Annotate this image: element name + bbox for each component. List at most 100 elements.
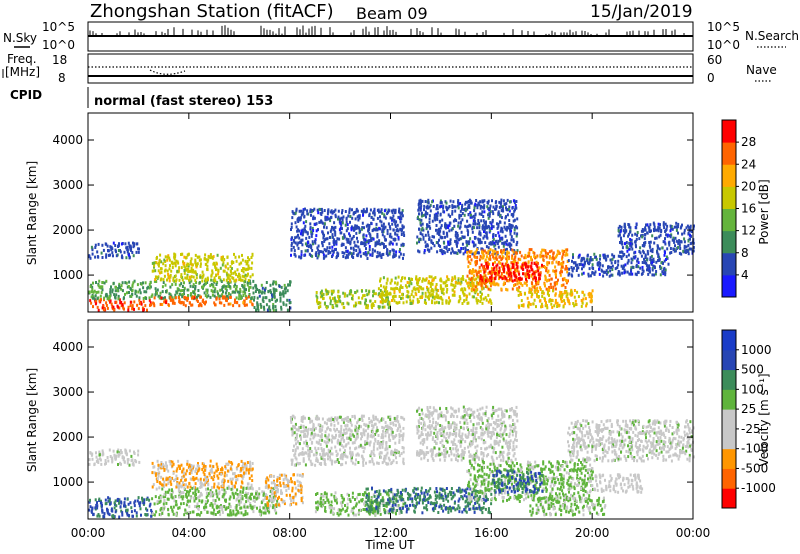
range-cell — [345, 217, 348, 221]
range-cell — [188, 463, 191, 467]
range-cell — [635, 223, 638, 227]
range-cell — [648, 241, 651, 244]
range-cell — [428, 236, 431, 240]
range-cell — [261, 290, 264, 294]
range-cell — [418, 278, 421, 282]
range-cell — [432, 205, 435, 208]
range-cell — [566, 293, 569, 297]
range-cell — [178, 300, 181, 304]
range-cell — [239, 493, 241, 497]
range-cell — [234, 491, 237, 495]
range-cell — [421, 222, 424, 226]
range-cell — [523, 262, 526, 266]
range-cell — [620, 236, 622, 240]
range-cell — [342, 242, 345, 246]
range-cell — [246, 261, 249, 265]
range-cell — [393, 287, 396, 291]
range-cell — [611, 268, 614, 271]
range-cell — [226, 513, 229, 517]
range-cell — [95, 299, 98, 303]
range-cell — [225, 462, 228, 466]
range-cell — [247, 279, 250, 282]
range-cell — [511, 254, 514, 258]
range-cell — [544, 278, 547, 282]
range-cell — [242, 513, 245, 517]
range-cell — [239, 490, 242, 494]
range-cell — [537, 290, 540, 293]
range-cell — [214, 513, 217, 516]
range-cell — [480, 297, 483, 301]
range-cell — [571, 269, 574, 273]
range-cell — [663, 259, 666, 263]
range-cell — [182, 491, 185, 495]
range-cell — [373, 207, 376, 211]
range-cell — [502, 267, 504, 271]
range-cell — [221, 296, 224, 300]
range-cell — [97, 290, 100, 294]
range-cell — [242, 471, 245, 475]
range-cell — [598, 272, 601, 276]
range-cell — [253, 295, 256, 299]
range-cell — [513, 231, 516, 235]
range-cell — [315, 229, 318, 233]
range-cell — [173, 495, 176, 499]
range-cell — [121, 513, 124, 517]
range-cell — [295, 225, 298, 229]
range-cell — [414, 288, 417, 291]
range-cell — [350, 252, 353, 256]
range-cell — [535, 260, 538, 264]
range-cell — [272, 280, 275, 284]
range-cell — [442, 206, 445, 210]
range-cell — [365, 209, 368, 213]
range-cell — [650, 254, 653, 258]
range-cell — [202, 301, 205, 305]
range-cell — [446, 275, 449, 279]
range-cell — [165, 300, 167, 304]
range-cell — [550, 286, 553, 289]
range-cell — [638, 237, 641, 241]
range-cell — [527, 272, 529, 276]
range-cell — [199, 258, 202, 262]
range-cell — [494, 248, 497, 251]
range-cell — [420, 214, 423, 218]
range-cell — [567, 259, 570, 263]
range-cell — [427, 287, 430, 291]
range-cell — [346, 227, 349, 231]
range-cell — [670, 251, 673, 254]
range-cell — [404, 276, 406, 280]
range-cell — [332, 239, 335, 243]
range-cell — [171, 283, 174, 287]
range-cell — [220, 301, 223, 305]
range-cell — [535, 282, 538, 286]
range-cell — [134, 292, 137, 296]
range-cell — [555, 260, 558, 264]
range-cell — [244, 506, 247, 510]
range-cell — [483, 249, 486, 253]
range-cell — [671, 238, 674, 242]
range-cell — [233, 484, 236, 488]
range-cell — [317, 228, 319, 232]
range-cell — [298, 229, 301, 233]
range-cell — [427, 224, 430, 228]
range-cell — [490, 275, 493, 279]
range-cell — [653, 273, 656, 277]
range-cell — [490, 279, 493, 283]
range-cell — [428, 224, 431, 228]
range-cell — [217, 468, 220, 471]
range-cell — [489, 229, 492, 233]
range-cell — [502, 269, 505, 273]
range-cell — [548, 278, 551, 282]
range-cell — [238, 294, 241, 297]
range-cell — [136, 499, 139, 503]
range-cell — [510, 274, 513, 278]
range-cell — [162, 462, 164, 466]
range-cell — [241, 278, 244, 282]
range-cell — [544, 299, 547, 303]
range-cell — [548, 261, 551, 265]
range-cell — [88, 254, 91, 258]
range-cell — [380, 224, 383, 228]
nsearch-tick-bottom: 10^0 — [707, 38, 740, 52]
range-cell — [636, 257, 639, 261]
range-cell — [314, 241, 317, 245]
range-cell — [481, 199, 484, 203]
